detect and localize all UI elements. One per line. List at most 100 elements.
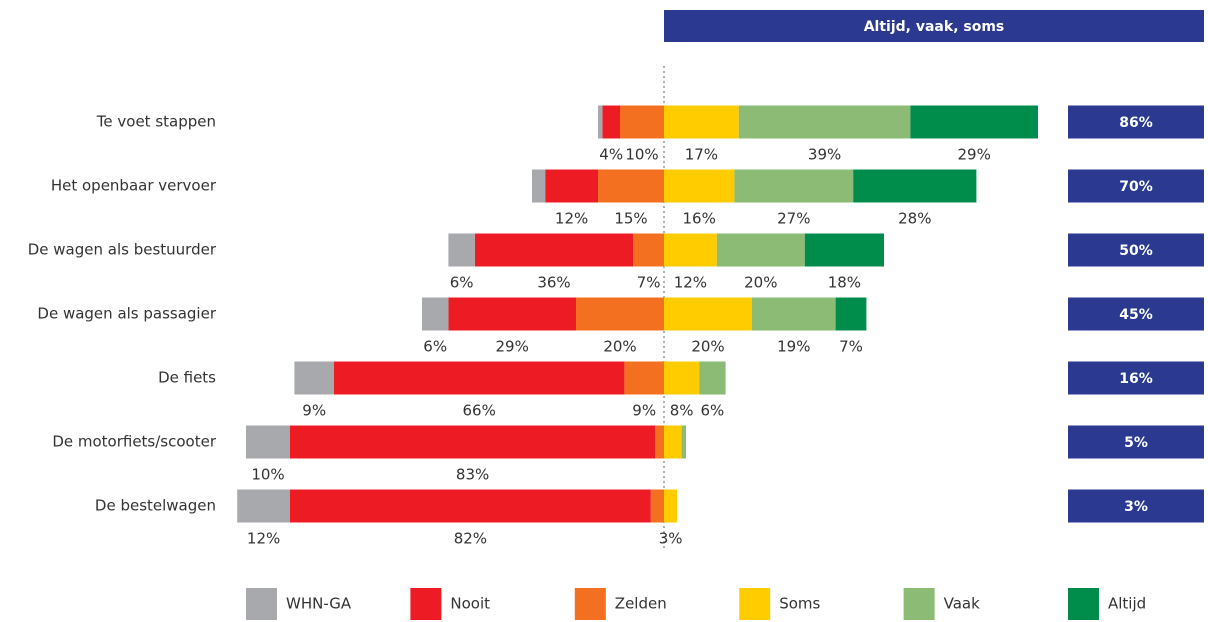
value-label: 66% [463, 402, 496, 420]
category-label: De motorfiets/scooter [52, 433, 217, 451]
legend-swatch [739, 588, 771, 620]
bar-segment [532, 169, 546, 203]
bar-segment [602, 105, 620, 139]
total-box [1068, 297, 1204, 331]
bar-segment [633, 233, 664, 267]
value-label: 10% [251, 466, 284, 484]
value-label: 29% [496, 338, 529, 356]
total-box [1068, 489, 1204, 523]
value-label: 82% [454, 530, 487, 548]
category-label: De fiets [158, 369, 216, 387]
bar-segment [294, 361, 334, 395]
total-label: 70% [1119, 179, 1153, 195]
legend-label: Nooit [450, 595, 490, 613]
legend-swatch [410, 588, 442, 620]
header-bar [664, 10, 1204, 42]
bar-segment [664, 105, 739, 139]
category-label: De wagen als passagier [37, 305, 216, 323]
legend-swatch [246, 588, 277, 620]
value-label: 18% [828, 274, 861, 292]
bar-segment [545, 169, 598, 203]
bar-segment [474, 233, 634, 267]
total-label: 45% [1119, 307, 1153, 323]
bar-segment [664, 297, 752, 331]
legend-swatch [1068, 588, 1099, 620]
value-label: 36% [537, 274, 570, 292]
legend-swatch [903, 588, 935, 620]
bar-segment [664, 361, 700, 395]
legend-label: WHN-GA [286, 595, 352, 613]
bar-segment [835, 297, 867, 331]
total-label: 3% [1124, 499, 1148, 515]
total-box [1068, 425, 1204, 459]
bar-segment [422, 297, 449, 331]
bar-segment [334, 361, 625, 395]
bar-segment [716, 233, 805, 267]
bar-segment [664, 169, 735, 203]
bar-segment [650, 489, 664, 523]
bar-segment [699, 361, 726, 395]
bar-segment [598, 105, 603, 139]
total-label: 16% [1119, 371, 1153, 387]
bar-segment [655, 425, 664, 459]
bar-segment [246, 425, 290, 459]
legend-label: Vaak [944, 595, 980, 613]
bar-segment [624, 361, 664, 395]
value-label: 6% [701, 402, 725, 420]
legend-label: Soms [779, 595, 820, 613]
category-label: Het openbaar vervoer [51, 177, 217, 195]
header-text: Altijd, vaak, soms [864, 19, 1005, 35]
bar-segment [448, 297, 576, 331]
total-label: 86% [1119, 115, 1153, 131]
legend-label: Zelden [615, 595, 667, 613]
total-box [1068, 105, 1204, 139]
bar-segment [734, 169, 854, 203]
value-label: 4% [599, 146, 623, 164]
value-label: 27% [777, 210, 810, 228]
bar-segment [738, 105, 911, 139]
total-box [1068, 169, 1204, 203]
bar-segment [664, 233, 717, 267]
value-label: 12% [247, 530, 280, 548]
bar-segment [804, 233, 884, 267]
value-label: 10% [625, 146, 658, 164]
value-label: 20% [691, 338, 724, 356]
bar-segment [853, 169, 977, 203]
bar-segment [681, 425, 686, 459]
value-label: 19% [777, 338, 810, 356]
bar-segment [910, 105, 1038, 139]
total-label: 5% [1124, 435, 1148, 451]
total-box [1068, 233, 1204, 267]
value-label: 16% [683, 210, 716, 228]
bar-segment [664, 425, 682, 459]
bar-segment [290, 425, 656, 459]
total-label: 50% [1119, 243, 1153, 259]
bar-segment [576, 297, 664, 331]
value-label: 6% [423, 338, 447, 356]
value-label: 9% [632, 402, 656, 420]
bar-segment [448, 233, 475, 267]
category-label: Te voet stappen [96, 113, 216, 131]
value-label: 8% [670, 402, 694, 420]
total-box [1068, 361, 1204, 395]
value-label: 3% [659, 530, 683, 548]
value-label: 83% [456, 466, 489, 484]
category-label: De wagen als bestuurder [28, 241, 217, 259]
value-label: 6% [450, 274, 474, 292]
value-label: 20% [603, 338, 636, 356]
value-label: 28% [898, 210, 931, 228]
bar-segment [237, 489, 290, 523]
value-label: 7% [637, 274, 661, 292]
bar-segment [752, 297, 836, 331]
value-label: 12% [674, 274, 707, 292]
value-label: 12% [555, 210, 588, 228]
bar-segment [290, 489, 651, 523]
category-label: De bestelwagen [95, 497, 216, 515]
value-label: 20% [744, 274, 777, 292]
bar-segment [664, 489, 678, 523]
value-label: 29% [958, 146, 991, 164]
value-label: 15% [614, 210, 647, 228]
bar-segment [620, 105, 664, 139]
legend-swatch [574, 588, 606, 620]
value-label: 17% [685, 146, 718, 164]
